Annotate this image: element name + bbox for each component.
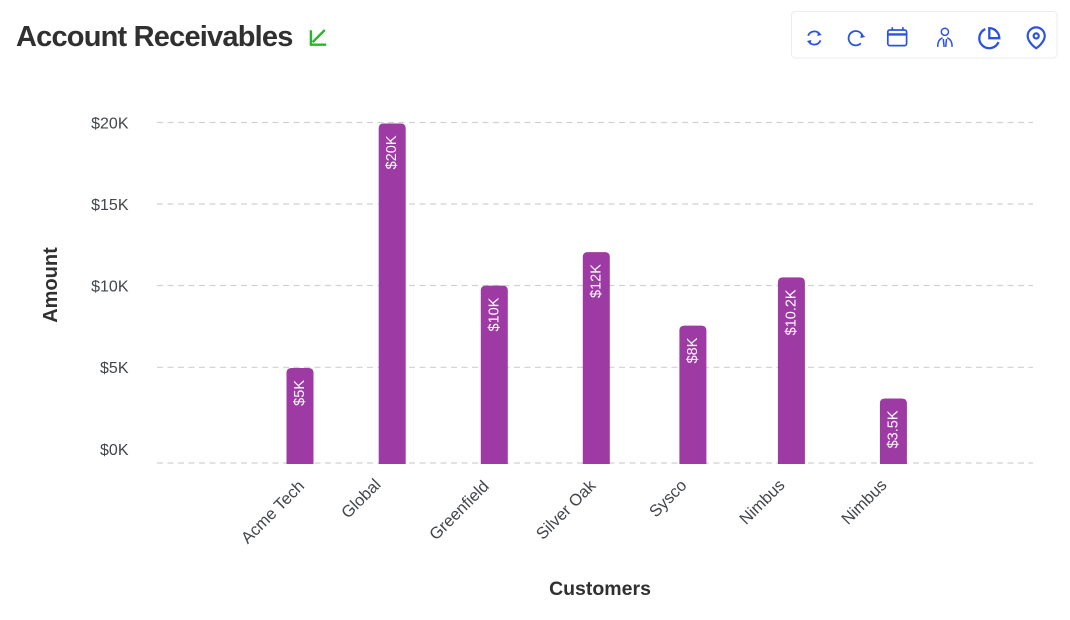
svg-text:$10.2K: $10.2K: [783, 289, 799, 335]
svg-text:$8K: $8K: [685, 337, 701, 363]
svg-text:$3.5K: $3.5K: [885, 410, 901, 448]
svg-text:$15K: $15K: [91, 197, 129, 214]
svg-text:Account Receivables: Account Receivables: [16, 21, 293, 53]
svg-text:Customers: Customers: [549, 578, 651, 600]
svg-text:$10K: $10K: [91, 278, 129, 295]
svg-text:$0K: $0K: [100, 442, 129, 459]
svg-text:$20K: $20K: [91, 115, 129, 132]
svg-text:$5K: $5K: [292, 380, 308, 406]
svg-text:Amount: Amount: [40, 247, 62, 323]
svg-text:$10K: $10K: [486, 297, 502, 331]
svg-text:$20K: $20K: [384, 135, 400, 169]
svg-text:$12K: $12K: [588, 264, 604, 298]
svg-text:$5K: $5K: [100, 360, 129, 377]
